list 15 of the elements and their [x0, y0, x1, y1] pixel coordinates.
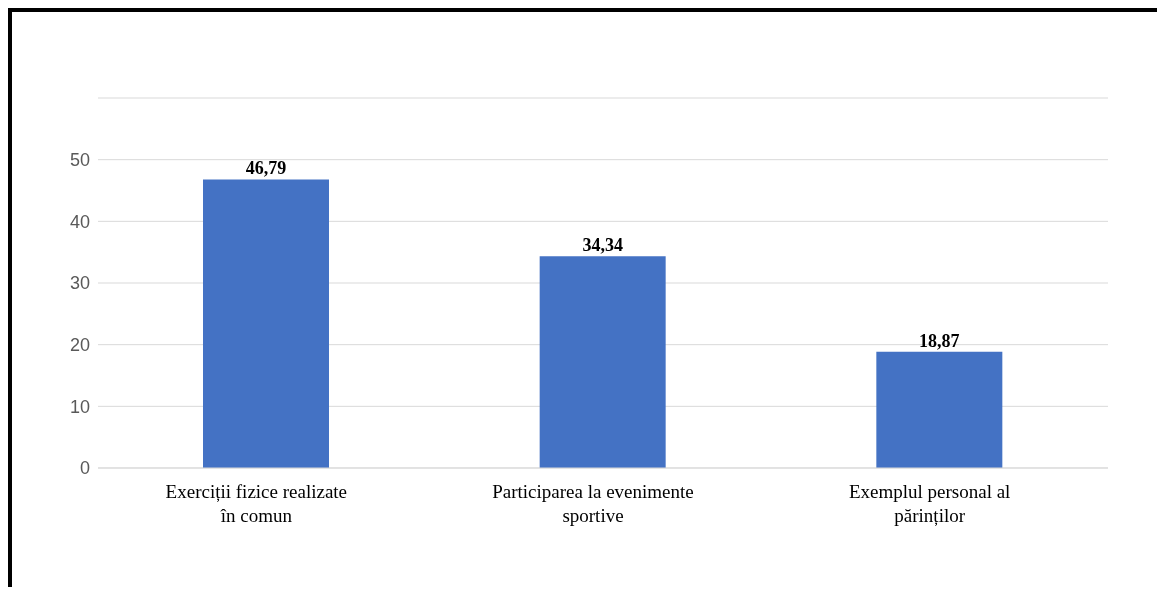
bar — [203, 179, 329, 468]
bar — [876, 351, 1003, 468]
x-tick-label: Participarea la evenimente sportive — [492, 481, 694, 526]
data-label: 34,34 — [582, 235, 623, 256]
data-label: 46,79 — [245, 158, 287, 179]
y-tick-label: 30 — [69, 273, 90, 294]
y-tick-label: 0 — [79, 458, 90, 479]
data-label: 18,87 — [919, 330, 960, 351]
x-tick-label: Exerciții fizice realizate în comun — [165, 481, 348, 526]
y-tick-label: 20 — [69, 335, 90, 356]
bar — [539, 256, 666, 468]
x-tick-label: Exemplul personal al părinților — [848, 481, 1011, 526]
y-tick-label: 50 — [69, 150, 90, 171]
y-tick-label: 40 — [69, 211, 90, 232]
y-tick-label: 10 — [69, 396, 90, 417]
